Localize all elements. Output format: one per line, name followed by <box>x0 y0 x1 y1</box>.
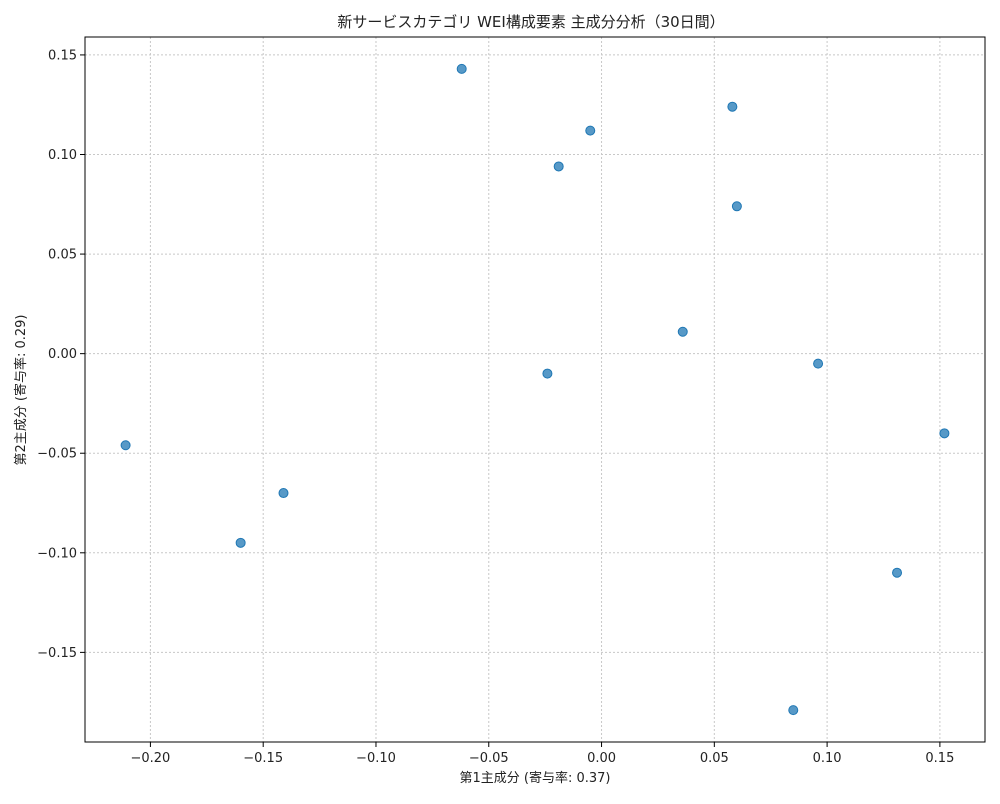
data-point <box>456 63 467 74</box>
y-tick-label: 0.15 <box>48 48 77 63</box>
y-axis: 0.15 0.10 0.05 0.00 −0.05 −0.10 −0.15 <box>37 48 85 661</box>
y-axis-label: 第2主成分 (寄与率: 0.29) <box>13 314 29 465</box>
x-tick-label: −0.05 <box>469 751 509 766</box>
x-tick-label: −0.15 <box>243 751 283 766</box>
points-layer <box>120 63 950 716</box>
data-point <box>731 201 742 212</box>
plot-frame <box>84 36 986 743</box>
data-point <box>585 125 596 136</box>
x-tick-label: 0.15 <box>925 751 954 766</box>
data-point <box>542 368 553 379</box>
grid-layer <box>85 37 985 742</box>
data-point <box>892 567 903 578</box>
x-tick-label: −0.10 <box>356 751 396 766</box>
data-point <box>813 358 824 369</box>
data-point <box>788 705 799 716</box>
y-tick-label: −0.15 <box>37 646 77 661</box>
data-point <box>553 161 564 172</box>
data-point <box>939 428 950 439</box>
data-point <box>120 440 131 451</box>
y-tick-label: −0.05 <box>37 447 77 462</box>
y-tick-label: 0.05 <box>48 248 77 263</box>
x-axis: −0.20 −0.15 −0.10 −0.05 0.00 0.05 0.10 0.15 <box>130 742 954 766</box>
x-tick-label: 0.05 <box>700 751 729 766</box>
x-axis-label: 第1主成分 (寄与率: 0.37) <box>459 770 610 786</box>
data-point <box>235 537 246 548</box>
data-point <box>727 101 738 112</box>
x-tick-label: 0.10 <box>813 751 842 766</box>
x-tick-label: 0.00 <box>587 751 616 766</box>
chart-title: 新サービスカテゴリ WEI構成要素 主成分分析（30日間） <box>337 13 724 31</box>
data-point <box>278 488 289 499</box>
y-tick-label: −0.10 <box>37 546 77 561</box>
y-tick-label: 0.10 <box>48 148 77 163</box>
data-point <box>677 326 688 337</box>
y-tick-label: 0.00 <box>48 347 77 362</box>
x-tick-label: −0.20 <box>130 751 170 766</box>
